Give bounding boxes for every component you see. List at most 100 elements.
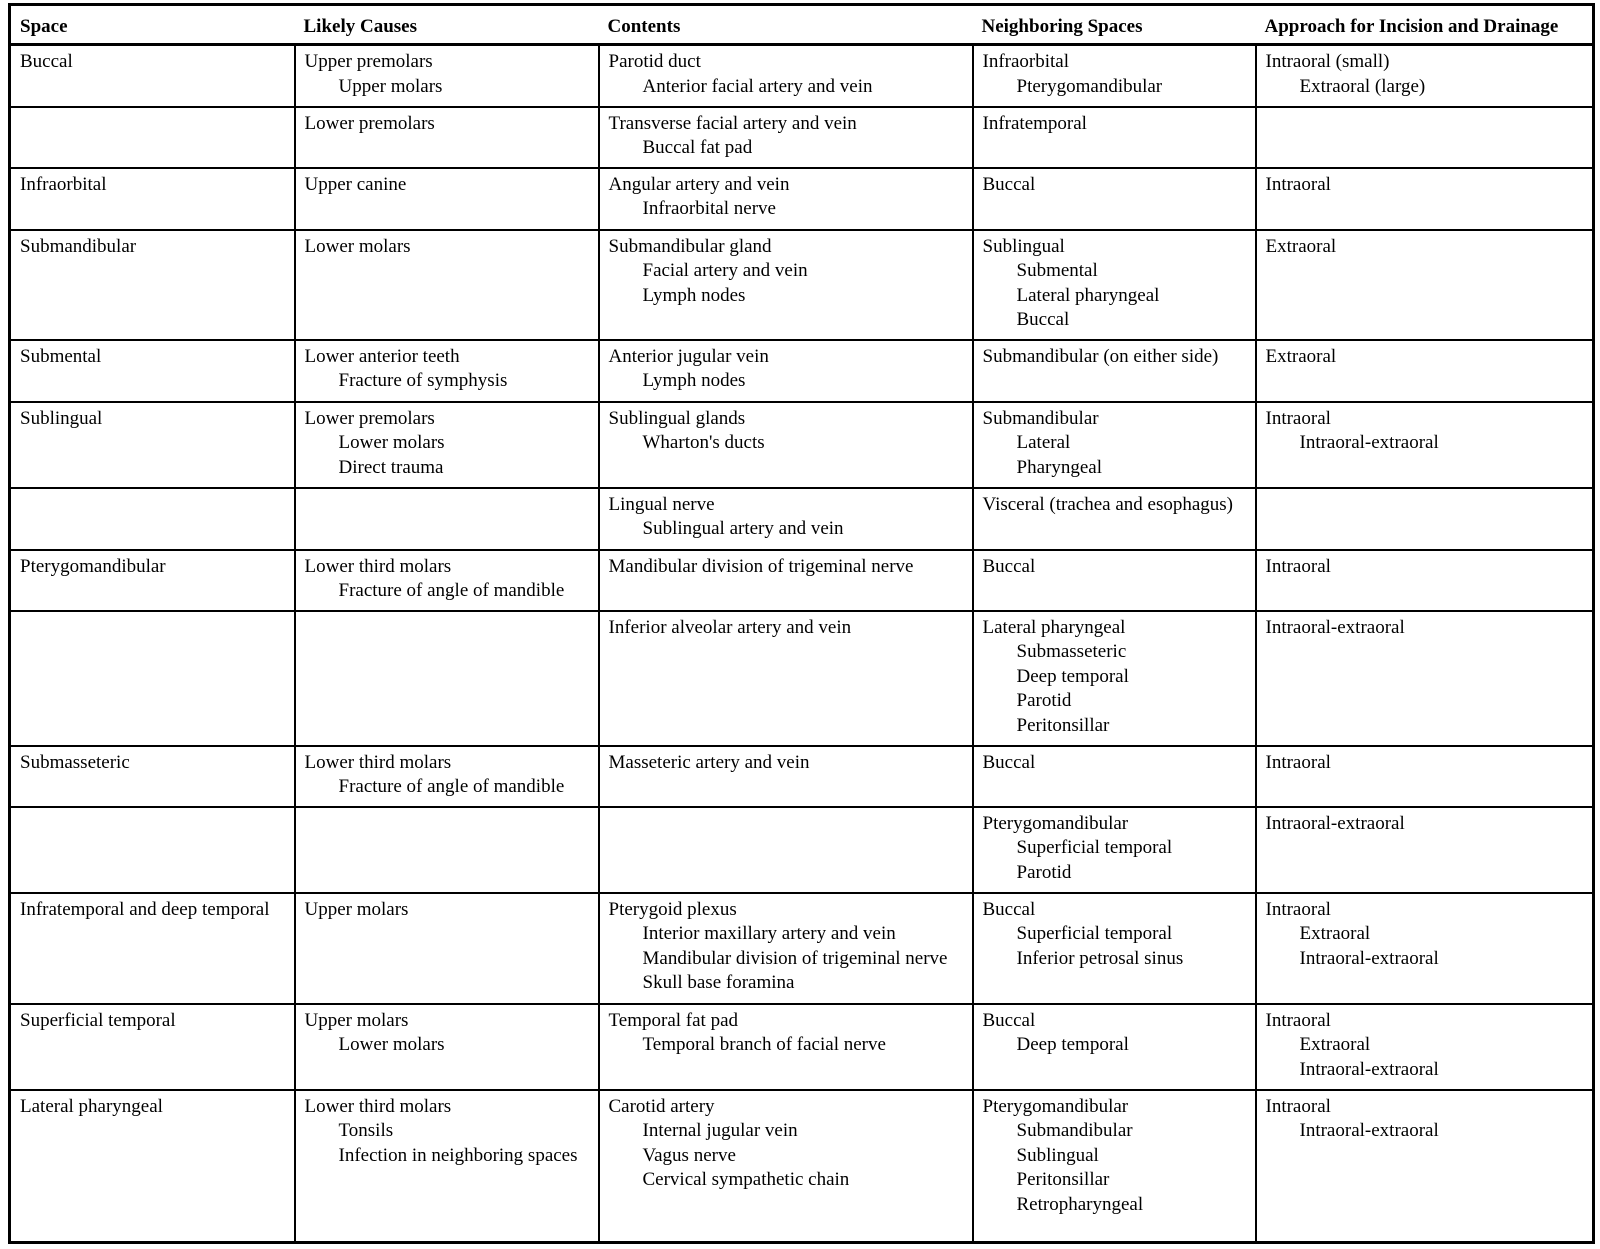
cell-line: Peritonsillar (1016, 714, 1110, 736)
cell-line: Deep temporal (1016, 1034, 1129, 1055)
cell-approach: Intraoral Intraoral-extraoral (1254, 400, 1595, 489)
cell-contents: Anterior jugular vein Lymph nodes (597, 338, 974, 403)
table-row: Submasseteric Lower third molars Fracture … (8, 744, 1595, 808)
cell-line: Upper molars (338, 75, 443, 97)
cell-line: Sublingual (20, 407, 103, 429)
cell-line: Pterygomandibular (20, 555, 166, 577)
cell-approach: Intraoral Extraoral Intraoral-extraoral (1254, 1002, 1595, 1091)
cell-line: Submandibular (20, 235, 137, 257)
cell-line: Lower premolars (304, 407, 435, 429)
cell-space: Submental (8, 338, 296, 403)
cell-line: Upper premolars (304, 51, 433, 72)
cell-line: Infraorbital (982, 51, 1070, 72)
cell-line: Buccal (982, 555, 1036, 577)
cell-line: Intraoral (1265, 898, 1331, 920)
cell-neighboring-spaces: Buccal (971, 548, 1257, 612)
cell-line: Pterygomandibular (982, 1095, 1129, 1117)
cell-likely-causes (293, 805, 600, 894)
cell-line: Upper molars (304, 898, 409, 920)
cell-line: Submandibular (on either side) (982, 345, 1219, 367)
cell-line: Wharton's ducts (642, 432, 765, 453)
cell-neighboring-spaces: Buccal Deep temporal (971, 1002, 1257, 1091)
cell-approach: Extraoral (1254, 228, 1595, 341)
cell-space (8, 805, 296, 894)
cell-line: Sublingual (982, 235, 1065, 257)
table-row: Submental Lower anterior teeth Fracture of… (8, 338, 1595, 403)
table-row: Lingual nerve Sublingual artery and vein V… (8, 486, 1595, 551)
cell-neighboring-spaces: Submandibular (on either side) (971, 338, 1257, 403)
header-neighboring-spaces: Neighboring Spaces (972, 4, 1256, 46)
cell-neighboring-spaces: Infratemporal (971, 105, 1257, 169)
cell-line: Extraoral (1299, 1034, 1371, 1055)
table-row: Inferior alveolar artery and vein Lateral… (8, 609, 1595, 747)
cell-line: Angular artery and vein (608, 173, 790, 195)
cell-neighboring-spaces: Pterygomandibular Superficial temporal Par… (971, 805, 1257, 894)
cell-line: Intraoral-extraoral (1265, 812, 1405, 834)
cell-line: Infratemporal and deep temporal (20, 898, 270, 920)
cell-line: Extraoral (1265, 345, 1337, 367)
cell-line: Lateral pharyngeal (1016, 284, 1160, 306)
cell-line: Lingual nerve (608, 493, 715, 515)
cell-line: Sublingual (1016, 1144, 1099, 1166)
cell-likely-causes: Lower third molars Tonsils Infection in ne… (293, 1088, 600, 1244)
cell-line: Infratemporal (982, 112, 1087, 134)
cell-space (8, 609, 296, 747)
cell-likely-causes: Lower molars (293, 228, 600, 341)
cell-likely-causes (293, 609, 600, 747)
cell-line: Buccal fat pad (642, 137, 753, 158)
table-row: Buccal Upper premolars Upper molars Parotid… (8, 43, 1595, 108)
cell-approach: Intraoral Intraoral-extraoral (1254, 1088, 1595, 1244)
table-row: Infratemporal and deep temporal Upper mol… (8, 891, 1595, 1005)
cell-space: Superficial temporal (8, 1002, 296, 1091)
cell-line: Intraoral-extraoral (1299, 1058, 1439, 1080)
table-row: Sublingual Lower premolars Lower molars Dir… (8, 400, 1595, 489)
table-row: Lower premolars Transverse facial artery … (8, 105, 1595, 169)
cell-line: Submandibular (982, 407, 1099, 429)
cell-line: Mandibular division of trigeminal nerve (608, 555, 914, 577)
cell-line: Retropharyngeal (1016, 1193, 1144, 1215)
table-row: Submandibular Lower molars Submandibular g… (8, 228, 1595, 341)
cell-line: Direct trauma (338, 456, 444, 478)
cell-line: Intraoral (1265, 751, 1331, 773)
cell-contents: Inferior alveolar artery and vein (597, 609, 974, 747)
cell-line: Infection in neighboring spaces (338, 1144, 578, 1166)
cell-line: Lower molars (304, 235, 411, 257)
cell-contents: Sublingual glands Wharton's ducts (597, 400, 974, 489)
cell-line: Buccal (1016, 309, 1070, 330)
cell-line: Lateral (1016, 432, 1071, 453)
cell-contents: Lingual nerve Sublingual artery and vein (597, 486, 974, 551)
cell-line: Pterygomandibular (982, 812, 1129, 834)
cell-likely-causes: Upper molars Lower molars (293, 1002, 600, 1091)
cell-line: Intraoral-extraoral (1299, 947, 1439, 969)
cell-line: Lymph nodes (642, 370, 746, 391)
header-row: Space Likely Causes Contents Neighboring… (9, 4, 1594, 46)
cell-line: Temporal fat pad (608, 1009, 739, 1031)
cell-likely-causes: Upper premolars Upper molars (293, 43, 600, 108)
cell-space: Buccal (8, 43, 296, 108)
cell-line: Extraoral (1299, 923, 1371, 944)
cell-approach: Intraoral (1254, 166, 1595, 231)
cell-approach: Extraoral (1254, 338, 1595, 403)
table-row: Lateral pharyngeal Lower third molars Tons… (8, 1088, 1595, 1244)
cell-line: Lower premolars (304, 112, 435, 134)
header-contents: Contents (598, 4, 973, 46)
table-row: Pterygomandibular Lower third molars Fract… (8, 548, 1595, 612)
cell-approach: Intraoral (1254, 548, 1595, 612)
cell-approach: Intraoral-extraoral (1254, 609, 1595, 747)
cell-neighboring-spaces: Infraorbital Pterygomandibular (971, 43, 1257, 108)
cell-contents: Masseteric artery and vein (597, 744, 974, 808)
cell-line: Lateral pharyngeal (20, 1095, 163, 1117)
cell-line: Infraorbital (20, 173, 107, 195)
cell-line: Submandibular gland (608, 235, 772, 257)
cell-contents: Mandibular division of trigeminal nerve (597, 548, 974, 612)
cell-line: Intraoral-extraoral (1299, 432, 1439, 453)
cell-line: Buccal (982, 751, 1036, 773)
cell-line: Submental (1016, 260, 1098, 281)
cell-space: Sublingual (8, 400, 296, 489)
cell-likely-causes: Lower premolars (293, 105, 600, 169)
cell-space: Infraorbital (8, 166, 296, 231)
cell-line: Extraoral (large) (1299, 75, 1426, 97)
cell-line: Temporal branch of facial nerve (642, 1034, 886, 1055)
table-row: Pterygomandibular Superficial temporal Par… (8, 805, 1595, 894)
